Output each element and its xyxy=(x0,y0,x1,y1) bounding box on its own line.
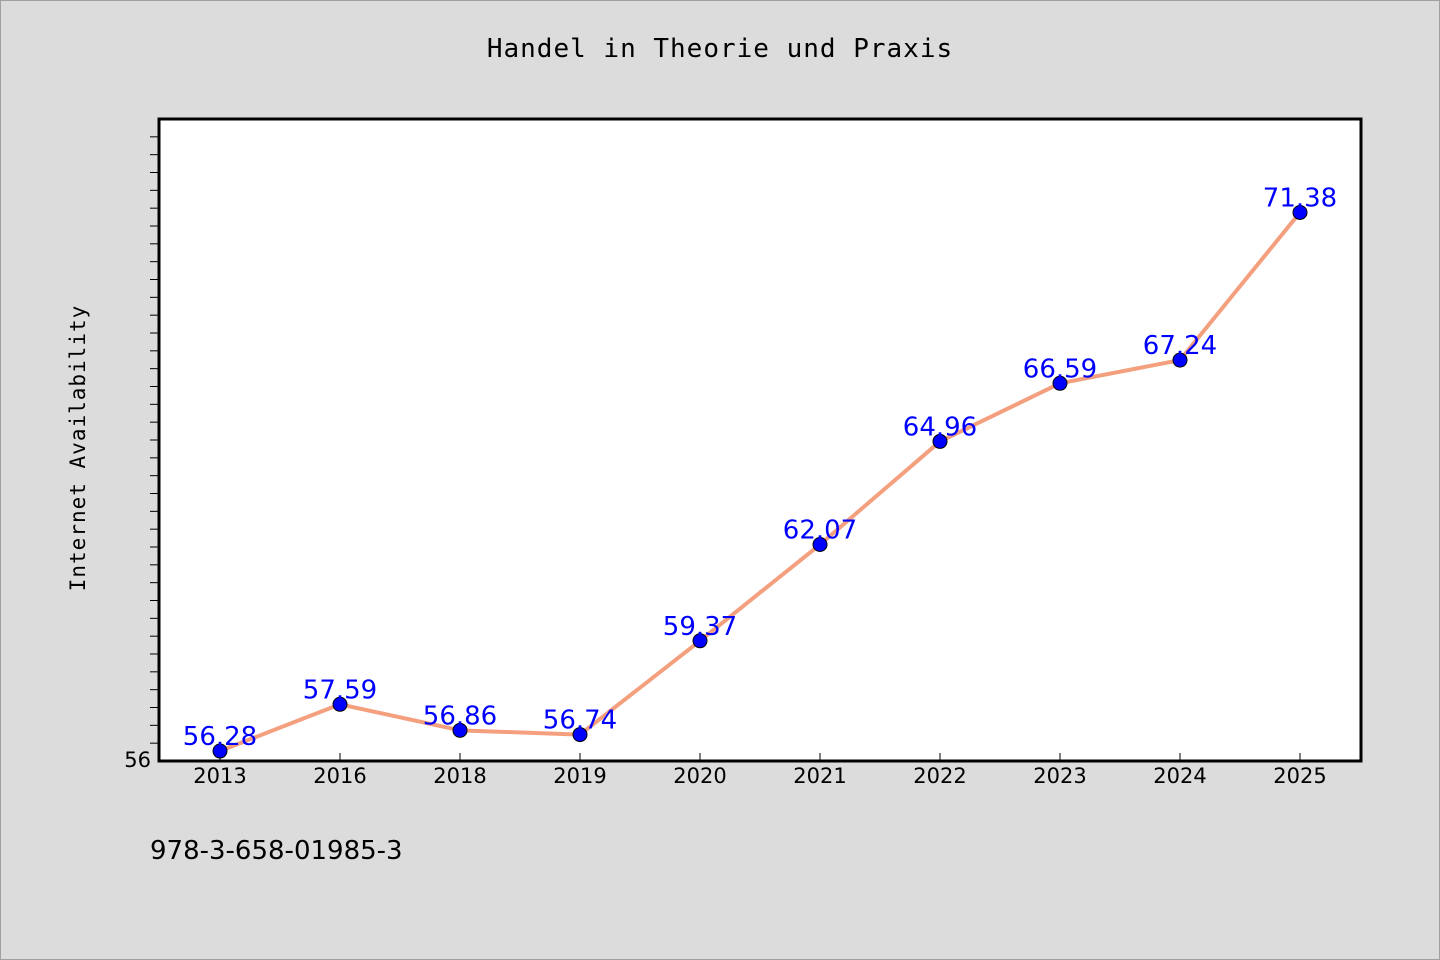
data-point xyxy=(332,696,348,712)
data-point xyxy=(932,433,948,449)
data-point xyxy=(812,537,828,553)
data-point xyxy=(452,722,468,738)
x-tick-label: 2025 xyxy=(1273,764,1326,788)
x-tick-label: 2016 xyxy=(313,764,366,788)
data-point xyxy=(572,727,588,743)
data-labels-layer: 56.28 57.59 56.86 56.74 59.37 62.07 64.96 66.59… xyxy=(183,183,1337,752)
x-tick-label: 2020 xyxy=(673,764,726,788)
data-label: 56.74 xyxy=(543,706,617,736)
plot-area xyxy=(157,117,1363,763)
data-label: 59.37 xyxy=(663,612,737,642)
y-tick-label: 56 xyxy=(124,748,151,772)
data-label: 71.38 xyxy=(1263,183,1337,213)
x-tick-label: 2022 xyxy=(913,764,966,788)
x-tick-label: 2013 xyxy=(193,764,246,788)
data-label: 56.28 xyxy=(183,722,257,752)
data-label: 64.96 xyxy=(903,412,977,442)
data-label: 67.24 xyxy=(1143,331,1217,361)
series-layer xyxy=(212,204,1308,759)
data-label: 56.86 xyxy=(423,701,497,731)
data-label: 57.59 xyxy=(303,675,377,705)
data-label: 66.59 xyxy=(1023,354,1097,384)
y-axis-ticks: 56 xyxy=(124,136,159,772)
data-label: 62.07 xyxy=(783,516,857,546)
series-line xyxy=(219,211,1302,753)
data-point xyxy=(212,743,228,759)
x-axis-ticks: 2013 2016 2018 2019 2020 2021 2022 2023 2024 2025 xyxy=(193,753,1327,788)
data-point xyxy=(692,633,708,649)
x-tick-label: 2019 xyxy=(553,764,606,788)
x-tick-label: 2018 xyxy=(433,764,486,788)
x-tick-label: 2024 xyxy=(1153,764,1206,788)
data-point xyxy=(1052,375,1068,391)
data-point xyxy=(1292,204,1308,220)
isbn-text: 978-3-658-01985-3 xyxy=(150,836,403,866)
data-point xyxy=(1172,352,1188,368)
x-tick-label: 2023 xyxy=(1033,764,1086,788)
x-tick-label: 2021 xyxy=(793,764,846,788)
chart-title: Handel in Theorie und Praxis xyxy=(486,34,954,64)
